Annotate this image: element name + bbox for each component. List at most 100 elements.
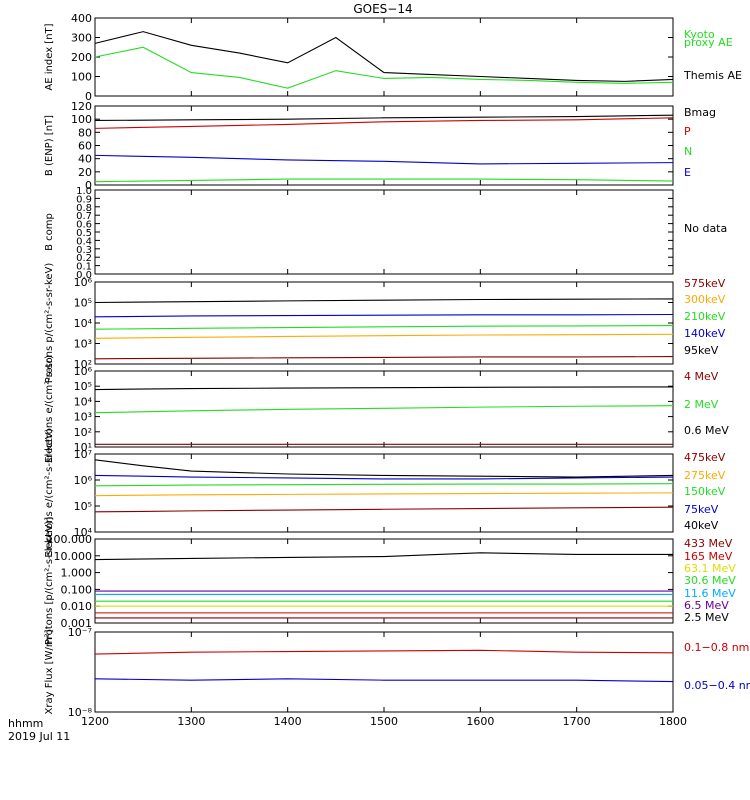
panel-7: 0.001 0.010 0.100 1.000 10.000 100.000Protons… — [44, 517, 736, 645]
y-tick-label: 300 — [71, 32, 92, 45]
legend-entry: 150keV — [684, 485, 726, 498]
y-tick-label: 60 — [78, 140, 92, 153]
x-tick-label: 1200 — [81, 715, 109, 728]
legend-entry: 0.6 MeV — [684, 424, 729, 437]
series-bmag — [94, 114, 674, 122]
date-label: 2019 Jul 11 — [8, 730, 70, 743]
series-150kev — [94, 483, 674, 487]
series-2-mev — [94, 405, 674, 414]
y-tick-label: 10⁻⁸ — [68, 706, 93, 719]
y-axis-label: Electrons e/(cm²-s-sr) — [44, 355, 55, 463]
y-tick-label: 40 — [78, 153, 92, 166]
panel-frame — [94, 189, 674, 275]
legend-entry: 30.6 MeV — [684, 574, 736, 587]
y-tick-label: 200 — [71, 51, 92, 64]
y-tick-label: 0.7 — [76, 211, 92, 222]
legend-entry: 2.5 MeV — [684, 611, 729, 624]
y-tick-label: 1.0 — [76, 186, 92, 197]
y-tick-label: 0.9 — [76, 194, 92, 205]
plot-title: GOES−14 — [353, 2, 412, 16]
legend-entry: 6.5 MeV — [684, 599, 729, 612]
legend-entry: Bmag — [684, 106, 716, 119]
y-tick-label: 80 — [78, 126, 92, 139]
y-tick-label: 10³ — [74, 338, 92, 351]
y-tick-label: 0 — [85, 179, 92, 192]
y-tick-label: 10⁴ — [74, 395, 93, 408]
panel-4: 10² 10³ 10⁴ 10⁵ 10⁶ Protons p/(cm²-s-sr-keV) 5… — [44, 263, 726, 384]
y-tick-label: 20 — [78, 166, 92, 179]
y-tick-label: 0.2 — [76, 253, 92, 264]
y-tick-label: 100 — [71, 113, 92, 126]
legend-entry: 575keV — [684, 277, 726, 290]
series-kyoto-proxy-ae — [94, 46, 674, 89]
y-tick-label: 0.1 — [76, 262, 92, 273]
x-tick-label: 1700 — [563, 715, 591, 728]
legend-entry: N — [684, 145, 692, 158]
legend-entry: Kyoto — [684, 28, 715, 41]
y-tick-label: 0.3 — [76, 245, 92, 256]
legend-entry: 475keV — [684, 451, 726, 464]
y-tick-label: 1.000 — [61, 567, 93, 580]
y-tick-label: 10³ — [74, 411, 92, 424]
legend-entry: 0.05−0.4 nm — [684, 679, 750, 692]
legend-entry: 140keV — [684, 327, 726, 340]
panel-frame — [94, 538, 674, 624]
legend-entry: 165 MeV — [684, 550, 733, 563]
legend-entry: P — [684, 125, 691, 138]
series-95kev — [94, 298, 674, 304]
legend-entry: 95keV — [684, 344, 719, 357]
y-tick-label: 10⁻⁷ — [68, 626, 92, 639]
panel-8: 10⁻⁸ 10⁻⁷ Xray Flux [W/m²] 0.1−0.8 nm 0.05−0… — [44, 626, 750, 719]
legend-entry: E — [684, 166, 691, 179]
y-axis-label: Electrons e/(cm²-s-sr-keV) — [44, 428, 55, 557]
y-tick-label: 0.010 — [61, 600, 93, 613]
y-tick-label: 10⁶ — [74, 474, 93, 487]
y-tick-label: 10² — [74, 358, 92, 371]
time-label: hhmm — [8, 717, 43, 730]
y-axis-label: Protons p/(cm²-s-sr-keV) — [44, 263, 55, 384]
panel-6: 10⁴ 10⁵ 10⁶ 10⁷ Electrons e/(cm²-s-sr-keV) 47… — [44, 428, 726, 557]
series-0-05-0-4-nm — [94, 678, 674, 683]
panel-frame — [94, 631, 674, 713]
x-tick-label: 1800 — [659, 715, 687, 728]
y-axis-label: B (ENP) [nT] — [44, 115, 55, 176]
y-axis-label: Protons [p/(cm²-s-sr-keV)] — [44, 517, 55, 645]
series-575kev — [94, 356, 674, 360]
y-tick-label: 0.001 — [61, 617, 93, 630]
panel-frame — [94, 281, 674, 365]
panel-frame — [94, 370, 674, 448]
legend-entry: proxy AE — [684, 36, 733, 49]
y-tick-label: 10⁵ — [74, 500, 92, 513]
series-n — [94, 178, 674, 183]
y-tick-label: 0.5 — [76, 228, 92, 239]
series-40kev — [94, 459, 674, 478]
y-tick-label: 10⁶ — [74, 276, 93, 289]
y-tick-label: 0 — [85, 90, 92, 103]
legend-entry: 63.1 MeV — [684, 562, 736, 575]
x-tick-label: 1500 — [370, 715, 398, 728]
series-300kev — [94, 333, 674, 339]
legend-entry: 75keV — [684, 503, 719, 516]
y-tick-label: 10.000 — [54, 550, 93, 563]
series-140kev — [94, 313, 674, 318]
panel-5: 10¹ 10² 10³ 10⁴ 10⁵ 10⁶ Electrons e/(cm²-s-sr)… — [44, 355, 729, 463]
y-axis-label: AE index [nT] — [44, 23, 55, 90]
x-tick-label: 1300 — [177, 715, 205, 728]
legend-entry: 4 MeV — [684, 370, 719, 383]
y-tick-label: 10⁴ — [74, 526, 93, 539]
series-210kev — [94, 325, 674, 330]
x-tick-label: 1600 — [466, 715, 494, 728]
series-themis-ae — [94, 31, 674, 82]
legend-entry: 300keV — [684, 293, 726, 306]
y-tick-label: 400 — [71, 12, 92, 25]
panel-3: 0.00.10.20.30.40.50.60.70.80.91.0 B comp N… — [44, 186, 727, 281]
y-tick-label: 10⁵ — [74, 380, 92, 393]
y-tick-label: 120 — [71, 100, 92, 113]
y-tick-label: 10⁵ — [74, 297, 92, 310]
legend-entry: 210keV — [684, 310, 726, 323]
series-e — [94, 154, 674, 165]
y-tick-label: 10¹ — [74, 441, 92, 454]
